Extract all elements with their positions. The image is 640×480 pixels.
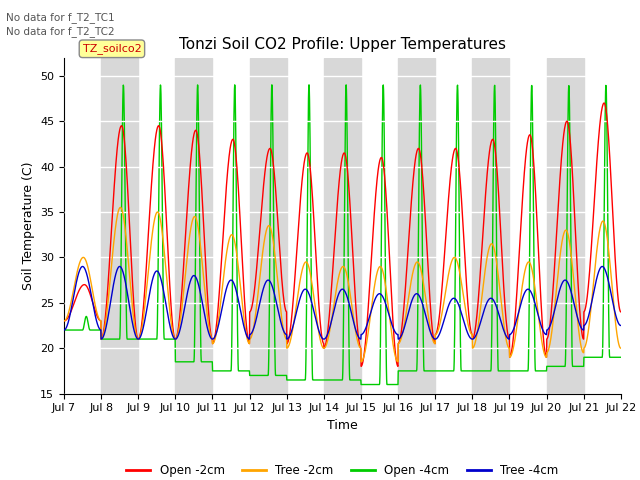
Bar xyxy=(398,58,435,394)
Open -4cm xyxy=(584,354,591,360)
Tree -4cm xyxy=(584,317,591,323)
Bar xyxy=(324,58,361,394)
Open -4cm xyxy=(568,352,576,358)
Text: No data for f_T2_TC2: No data for f_T2_TC2 xyxy=(6,26,115,37)
Legend: Open -2cm, Tree -2cm, Open -4cm, Tree -4cm: Open -2cm, Tree -2cm, Open -4cm, Tree -4… xyxy=(122,459,563,480)
Tree -2cm xyxy=(216,309,223,314)
Open -4cm xyxy=(505,368,513,374)
Tree -2cm xyxy=(617,345,625,351)
Bar xyxy=(250,58,287,394)
Title: Tonzi Soil CO2 Profile: Upper Temperatures: Tonzi Soil CO2 Profile: Upper Temperatur… xyxy=(179,37,506,52)
Open -4cm xyxy=(617,354,625,360)
Tree -4cm xyxy=(60,327,68,333)
Open -4cm xyxy=(357,382,365,387)
Tree -4cm xyxy=(359,331,367,336)
Open -4cm xyxy=(268,82,276,88)
Open -2cm xyxy=(568,160,575,166)
Text: TZ_soilco2: TZ_soilco2 xyxy=(83,43,141,54)
Tree -4cm xyxy=(568,291,575,297)
Open -2cm xyxy=(371,208,378,214)
Open -4cm xyxy=(60,327,68,333)
Tree -2cm xyxy=(394,359,402,365)
Line: Tree -2cm: Tree -2cm xyxy=(64,207,621,362)
Open -4cm xyxy=(216,368,223,374)
Y-axis label: Soil Temperature (C): Soil Temperature (C) xyxy=(22,161,35,290)
Open -2cm xyxy=(617,309,625,315)
Tree -4cm xyxy=(97,336,105,342)
Tree -2cm xyxy=(505,345,513,350)
X-axis label: Time: Time xyxy=(327,419,358,432)
Open -2cm xyxy=(600,100,608,106)
Line: Open -2cm: Open -2cm xyxy=(64,103,621,366)
Line: Tree -4cm: Tree -4cm xyxy=(64,266,621,339)
Tree -2cm xyxy=(359,357,367,363)
Tree -4cm xyxy=(371,297,379,303)
Tree -4cm xyxy=(598,264,606,269)
Open -4cm xyxy=(371,382,379,387)
Tree -4cm xyxy=(617,323,625,328)
Tree -2cm xyxy=(568,260,576,266)
Tree -2cm xyxy=(60,318,68,324)
Open -2cm xyxy=(358,361,366,367)
Open -2cm xyxy=(584,293,591,299)
Bar xyxy=(547,58,584,394)
Text: No data for f_T2_TC1: No data for f_T2_TC1 xyxy=(6,12,115,23)
Tree -2cm xyxy=(116,204,124,210)
Bar xyxy=(472,58,509,394)
Bar xyxy=(175,58,212,394)
Tree -4cm xyxy=(504,336,512,342)
Line: Open -4cm: Open -4cm xyxy=(64,85,621,384)
Open -2cm xyxy=(394,363,402,369)
Open -2cm xyxy=(60,318,68,324)
Open -2cm xyxy=(504,334,512,340)
Tree -4cm xyxy=(216,318,223,324)
Open -4cm xyxy=(359,382,367,387)
Tree -2cm xyxy=(584,333,591,339)
Bar xyxy=(101,58,138,394)
Tree -2cm xyxy=(371,281,379,287)
Open -2cm xyxy=(216,290,223,296)
